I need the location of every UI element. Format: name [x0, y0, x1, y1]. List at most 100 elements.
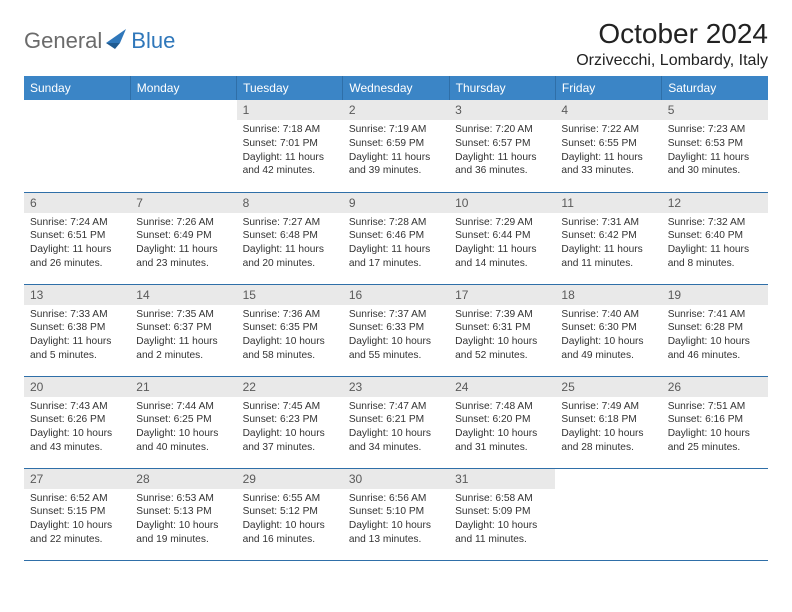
calendar-day-cell: 30Sunrise: 6:56 AMSunset: 5:10 PMDayligh… [343, 468, 449, 560]
calendar-day-cell [662, 468, 768, 560]
calendar-day-cell: 15Sunrise: 7:36 AMSunset: 6:35 PMDayligh… [237, 284, 343, 376]
calendar-day-cell: 14Sunrise: 7:35 AMSunset: 6:37 PMDayligh… [130, 284, 236, 376]
day-number: 22 [237, 377, 343, 397]
calendar-day-cell: 7Sunrise: 7:26 AMSunset: 6:49 PMDaylight… [130, 192, 236, 284]
calendar-day-cell: 19Sunrise: 7:41 AMSunset: 6:28 PMDayligh… [662, 284, 768, 376]
day-number: 8 [237, 193, 343, 213]
calendar-day-cell: 31Sunrise: 6:58 AMSunset: 5:09 PMDayligh… [449, 468, 555, 560]
day-number: 5 [662, 100, 768, 120]
day-details: Sunrise: 7:26 AMSunset: 6:49 PMDaylight:… [130, 213, 236, 274]
header: General Blue October 2024 Orzivecchi, Lo… [24, 18, 768, 70]
calendar-day-cell: 17Sunrise: 7:39 AMSunset: 6:31 PMDayligh… [449, 284, 555, 376]
calendar-table: SundayMondayTuesdayWednesdayThursdayFrid… [24, 76, 768, 561]
day-details: Sunrise: 7:33 AMSunset: 6:38 PMDaylight:… [24, 305, 130, 366]
month-title: October 2024 [576, 18, 768, 50]
calendar-day-cell: 9Sunrise: 7:28 AMSunset: 6:46 PMDaylight… [343, 192, 449, 284]
calendar-day-cell: 3Sunrise: 7:20 AMSunset: 6:57 PMDaylight… [449, 100, 555, 192]
day-number: 11 [555, 193, 661, 213]
day-details: Sunrise: 7:23 AMSunset: 6:53 PMDaylight:… [662, 120, 768, 181]
calendar-week-row: 27Sunrise: 6:52 AMSunset: 5:15 PMDayligh… [24, 468, 768, 560]
day-number: 1 [237, 100, 343, 120]
title-block: October 2024 Orzivecchi, Lombardy, Italy [576, 18, 768, 70]
day-details: Sunrise: 7:45 AMSunset: 6:23 PMDaylight:… [237, 397, 343, 458]
calendar-day-cell: 24Sunrise: 7:48 AMSunset: 6:20 PMDayligh… [449, 376, 555, 468]
calendar-day-cell [24, 100, 130, 192]
day-number: 14 [130, 285, 236, 305]
day-number: 20 [24, 377, 130, 397]
location-subtitle: Orzivecchi, Lombardy, Italy [576, 52, 768, 70]
weekday-header: Tuesday [237, 76, 343, 100]
calendar-day-cell: 12Sunrise: 7:32 AMSunset: 6:40 PMDayligh… [662, 192, 768, 284]
day-details: Sunrise: 7:31 AMSunset: 6:42 PMDaylight:… [555, 213, 661, 274]
calendar-week-row: 1Sunrise: 7:18 AMSunset: 7:01 PMDaylight… [24, 100, 768, 192]
day-number [662, 469, 768, 489]
day-number: 2 [343, 100, 449, 120]
calendar-day-cell: 20Sunrise: 7:43 AMSunset: 6:26 PMDayligh… [24, 376, 130, 468]
day-number [555, 469, 661, 489]
day-number: 29 [237, 469, 343, 489]
day-details: Sunrise: 7:20 AMSunset: 6:57 PMDaylight:… [449, 120, 555, 181]
calendar-day-cell [130, 100, 236, 192]
day-number: 19 [662, 285, 768, 305]
calendar-day-cell: 10Sunrise: 7:29 AMSunset: 6:44 PMDayligh… [449, 192, 555, 284]
day-details: Sunrise: 6:52 AMSunset: 5:15 PMDaylight:… [24, 489, 130, 550]
calendar-day-cell: 21Sunrise: 7:44 AMSunset: 6:25 PMDayligh… [130, 376, 236, 468]
day-details: Sunrise: 7:43 AMSunset: 6:26 PMDaylight:… [24, 397, 130, 458]
calendar-day-cell [555, 468, 661, 560]
brand-text-1: General [24, 28, 102, 54]
weekday-header: Wednesday [343, 76, 449, 100]
day-details: Sunrise: 7:27 AMSunset: 6:48 PMDaylight:… [237, 213, 343, 274]
day-number: 4 [555, 100, 661, 120]
day-details: Sunrise: 7:22 AMSunset: 6:55 PMDaylight:… [555, 120, 661, 181]
day-details: Sunrise: 7:48 AMSunset: 6:20 PMDaylight:… [449, 397, 555, 458]
weekday-header: Thursday [449, 76, 555, 100]
calendar-day-cell: 16Sunrise: 7:37 AMSunset: 6:33 PMDayligh… [343, 284, 449, 376]
day-details: Sunrise: 7:36 AMSunset: 6:35 PMDaylight:… [237, 305, 343, 366]
day-number: 3 [449, 100, 555, 120]
day-details: Sunrise: 7:35 AMSunset: 6:37 PMDaylight:… [130, 305, 236, 366]
day-number: 17 [449, 285, 555, 305]
day-details: Sunrise: 7:28 AMSunset: 6:46 PMDaylight:… [343, 213, 449, 274]
calendar-day-cell: 29Sunrise: 6:55 AMSunset: 5:12 PMDayligh… [237, 468, 343, 560]
day-number: 23 [343, 377, 449, 397]
calendar-day-cell: 22Sunrise: 7:45 AMSunset: 6:23 PMDayligh… [237, 376, 343, 468]
day-number: 9 [343, 193, 449, 213]
day-details: Sunrise: 6:58 AMSunset: 5:09 PMDaylight:… [449, 489, 555, 550]
day-details: Sunrise: 7:47 AMSunset: 6:21 PMDaylight:… [343, 397, 449, 458]
brand-logo: General Blue [24, 18, 175, 54]
day-details: Sunrise: 7:18 AMSunset: 7:01 PMDaylight:… [237, 120, 343, 181]
calendar-header-row: SundayMondayTuesdayWednesdayThursdayFrid… [24, 76, 768, 100]
calendar-day-cell: 18Sunrise: 7:40 AMSunset: 6:30 PMDayligh… [555, 284, 661, 376]
day-details: Sunrise: 7:40 AMSunset: 6:30 PMDaylight:… [555, 305, 661, 366]
calendar-day-cell: 26Sunrise: 7:51 AMSunset: 6:16 PMDayligh… [662, 376, 768, 468]
day-details: Sunrise: 7:24 AMSunset: 6:51 PMDaylight:… [24, 213, 130, 274]
day-details: Sunrise: 7:37 AMSunset: 6:33 PMDaylight:… [343, 305, 449, 366]
calendar-day-cell: 4Sunrise: 7:22 AMSunset: 6:55 PMDaylight… [555, 100, 661, 192]
calendar-day-cell: 11Sunrise: 7:31 AMSunset: 6:42 PMDayligh… [555, 192, 661, 284]
calendar-page: General Blue October 2024 Orzivecchi, Lo… [0, 0, 792, 561]
day-number: 7 [130, 193, 236, 213]
calendar-day-cell: 5Sunrise: 7:23 AMSunset: 6:53 PMDaylight… [662, 100, 768, 192]
calendar-week-row: 20Sunrise: 7:43 AMSunset: 6:26 PMDayligh… [24, 376, 768, 468]
weekday-header: Friday [555, 76, 661, 100]
day-details: Sunrise: 7:19 AMSunset: 6:59 PMDaylight:… [343, 120, 449, 181]
day-details: Sunrise: 6:55 AMSunset: 5:12 PMDaylight:… [237, 489, 343, 550]
weekday-header: Saturday [662, 76, 768, 100]
day-details: Sunrise: 7:39 AMSunset: 6:31 PMDaylight:… [449, 305, 555, 366]
day-number: 25 [555, 377, 661, 397]
brand-flag-icon [106, 29, 128, 54]
day-number: 26 [662, 377, 768, 397]
day-number: 24 [449, 377, 555, 397]
day-number: 28 [130, 469, 236, 489]
day-details: Sunrise: 6:53 AMSunset: 5:13 PMDaylight:… [130, 489, 236, 550]
calendar-body: 1Sunrise: 7:18 AMSunset: 7:01 PMDaylight… [24, 100, 768, 560]
day-details: Sunrise: 7:51 AMSunset: 6:16 PMDaylight:… [662, 397, 768, 458]
calendar-day-cell: 28Sunrise: 6:53 AMSunset: 5:13 PMDayligh… [130, 468, 236, 560]
day-number: 27 [24, 469, 130, 489]
calendar-day-cell: 6Sunrise: 7:24 AMSunset: 6:51 PMDaylight… [24, 192, 130, 284]
day-number [130, 100, 236, 120]
day-number: 10 [449, 193, 555, 213]
day-number: 18 [555, 285, 661, 305]
weekday-header: Sunday [24, 76, 130, 100]
calendar-day-cell: 8Sunrise: 7:27 AMSunset: 6:48 PMDaylight… [237, 192, 343, 284]
